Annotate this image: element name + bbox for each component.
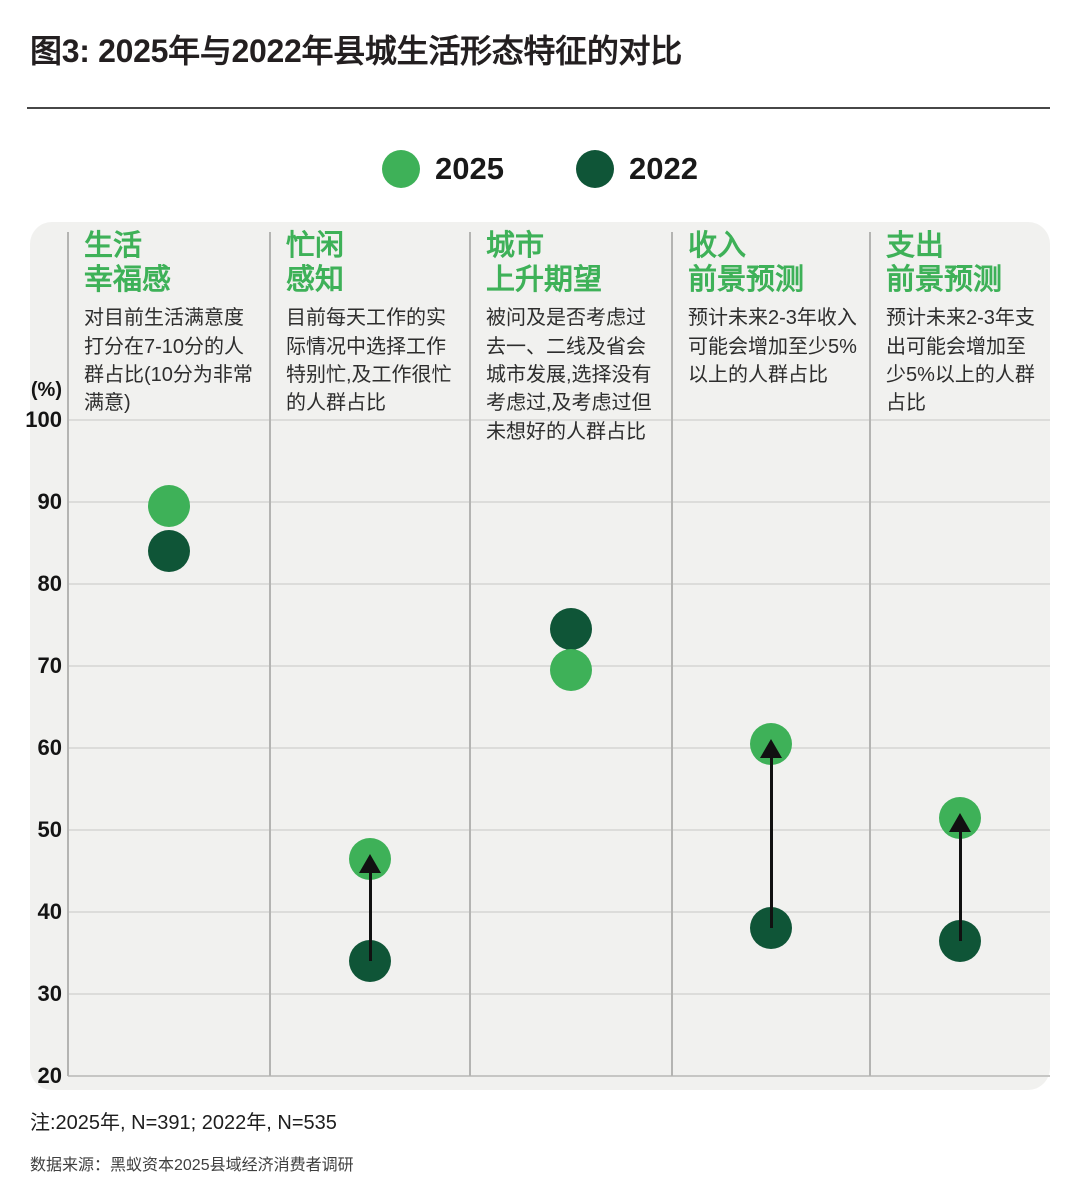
data-source: 数据来源：黑蚁资本2025县域经济消费者调研 (30, 1157, 354, 1174)
gridline-90 (68, 501, 1050, 503)
column-header: 城市 上升期望被问及是否考虑过去一、二线及省会城市发展,选择没有考虑过,及考虑过但… (486, 230, 664, 446)
column-description: 被问及是否考虑过去一、二线及省会城市发展,选择没有考虑过,及考虑过但未想好的人群… (486, 307, 652, 443)
change-arrow-line (368, 872, 372, 962)
gridline-40 (68, 911, 1050, 913)
y-axis-tick-40: 40 (37, 899, 62, 924)
column-divider (269, 232, 271, 1076)
legend-swatch-2022-icon (576, 150, 614, 188)
gridline-20 (68, 1075, 1050, 1077)
column-divider (469, 232, 471, 1076)
legend-item-2022: 2022 (576, 150, 698, 188)
y-axis-tick-100: 100 (25, 407, 62, 432)
y-axis-tick-20: 20 (37, 1063, 62, 1088)
y-axis-unit-label: (%) (30, 379, 62, 401)
column-header: 收入 前景预测预计未来2-3年收入可能会增加至少5%以上的人群占比 (688, 230, 862, 389)
column-description: 预计未来2-3年支出可能会增加至少5%以上的人群占比 (886, 307, 1035, 415)
column-description: 对目前生活满意度打分在7-10分的人群占比(10分为非常满意) (84, 307, 253, 415)
gridline-30 (68, 993, 1050, 995)
y-axis-tick-80: 80 (37, 571, 62, 596)
column-header: 生活 幸福感对目前生活满意度打分在7-10分的人群占比(10分为非常满意) (84, 230, 262, 418)
legend-label-2025: 2025 (435, 151, 504, 186)
change-arrow-line (958, 831, 962, 941)
dot-2022 (550, 608, 592, 651)
dot-2025 (550, 649, 592, 692)
figure-title: 图3: 2025年与2022年县城生活形态特征的对比 (30, 33, 682, 69)
legend-item-2025: 2025 (382, 150, 504, 188)
change-arrow-head-icon (359, 853, 381, 873)
column-description: 预计未来2-3年收入可能会增加至少5%以上的人群占比 (688, 307, 857, 387)
chart-legend: 2025 2022 (0, 150, 1080, 188)
change-arrow-head-icon (760, 738, 782, 758)
column-description: 目前每天工作的实际情况中选择工作特别忙,及工作很忙的人群占比 (286, 307, 452, 415)
dot-2025 (148, 485, 190, 528)
gridline-80 (68, 583, 1050, 585)
y-axis-tick-90: 90 (37, 489, 62, 514)
column-title: 收入 前景预测 (688, 230, 805, 296)
column-title: 生活 幸福感 (84, 230, 172, 296)
column-title: 忙闲 感知 (286, 230, 345, 296)
gridline-50 (68, 829, 1050, 831)
sample-note: 注:2025年, N=391; 2022年, N=535 (30, 1112, 337, 1134)
y-axis-tick-60: 60 (37, 735, 62, 760)
legend-label-2022: 2022 (629, 151, 698, 186)
dot-2022 (148, 530, 190, 573)
column-header: 忙闲 感知目前每天工作的实际情况中选择工作特别忙,及工作很忙的人群占比 (286, 230, 462, 418)
gridline-60 (68, 747, 1050, 749)
column-header: 支出 前景预测预计未来2-3年支出可能会增加至少5%以上的人群占比 (886, 230, 1042, 418)
change-arrow-head-icon (949, 812, 971, 832)
legend-swatch-2025-icon (382, 150, 421, 188)
plot-area: 100 90 80 70 60 50 40 30 20 (%) 生活 幸福感对目前生活满意度打分在7-… (25, 222, 1050, 1090)
chart-panel: 100 90 80 70 60 50 40 30 20 (%) 生活 幸福感对目前生活满意度打分在7-… (25, 222, 1050, 1090)
column-title: 城市 上升期望 (486, 230, 603, 296)
y-axis-tick-50: 50 (37, 817, 62, 842)
y-axis-tick-70: 70 (37, 653, 62, 678)
column-divider (671, 232, 673, 1076)
column-divider (869, 232, 871, 1076)
y-axis-line (67, 232, 69, 1076)
title-divider (27, 107, 1050, 109)
y-axis-tick-30: 30 (37, 981, 62, 1006)
change-arrow-line (769, 757, 773, 929)
column-title: 支出 前景预测 (886, 230, 1003, 296)
gridline-100 (68, 419, 1050, 421)
